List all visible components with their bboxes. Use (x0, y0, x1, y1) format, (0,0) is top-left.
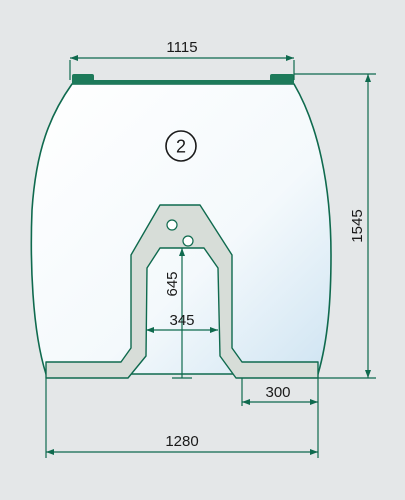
mounting-hole (182, 235, 194, 247)
position-marker-number: 2 (176, 137, 186, 157)
top-right-clip (270, 74, 294, 84)
dimension-top-width-label: 1115 (166, 39, 197, 56)
dimension-cutout-width (146, 327, 218, 333)
dimension-cutout-height (172, 248, 192, 379)
dimension-cutout-width-label: 345 (169, 312, 194, 329)
position-marker-circle (165, 130, 197, 162)
dimension-bottom-width-label: 1280 (165, 433, 198, 450)
mounting-hole (166, 219, 178, 231)
dimension-right-step (241, 378, 319, 406)
dimension-bottom-width (45, 378, 319, 458)
dimension-top-width (69, 55, 295, 80)
dimension-right-step-label: 300 (265, 384, 290, 401)
top-mounting-strip (72, 80, 294, 84)
dimension-height-label: 1545 (349, 209, 366, 242)
dimension-cutout-height-label: 645 (164, 271, 181, 296)
top-left-clip (72, 74, 94, 84)
dimension-height (294, 73, 376, 379)
